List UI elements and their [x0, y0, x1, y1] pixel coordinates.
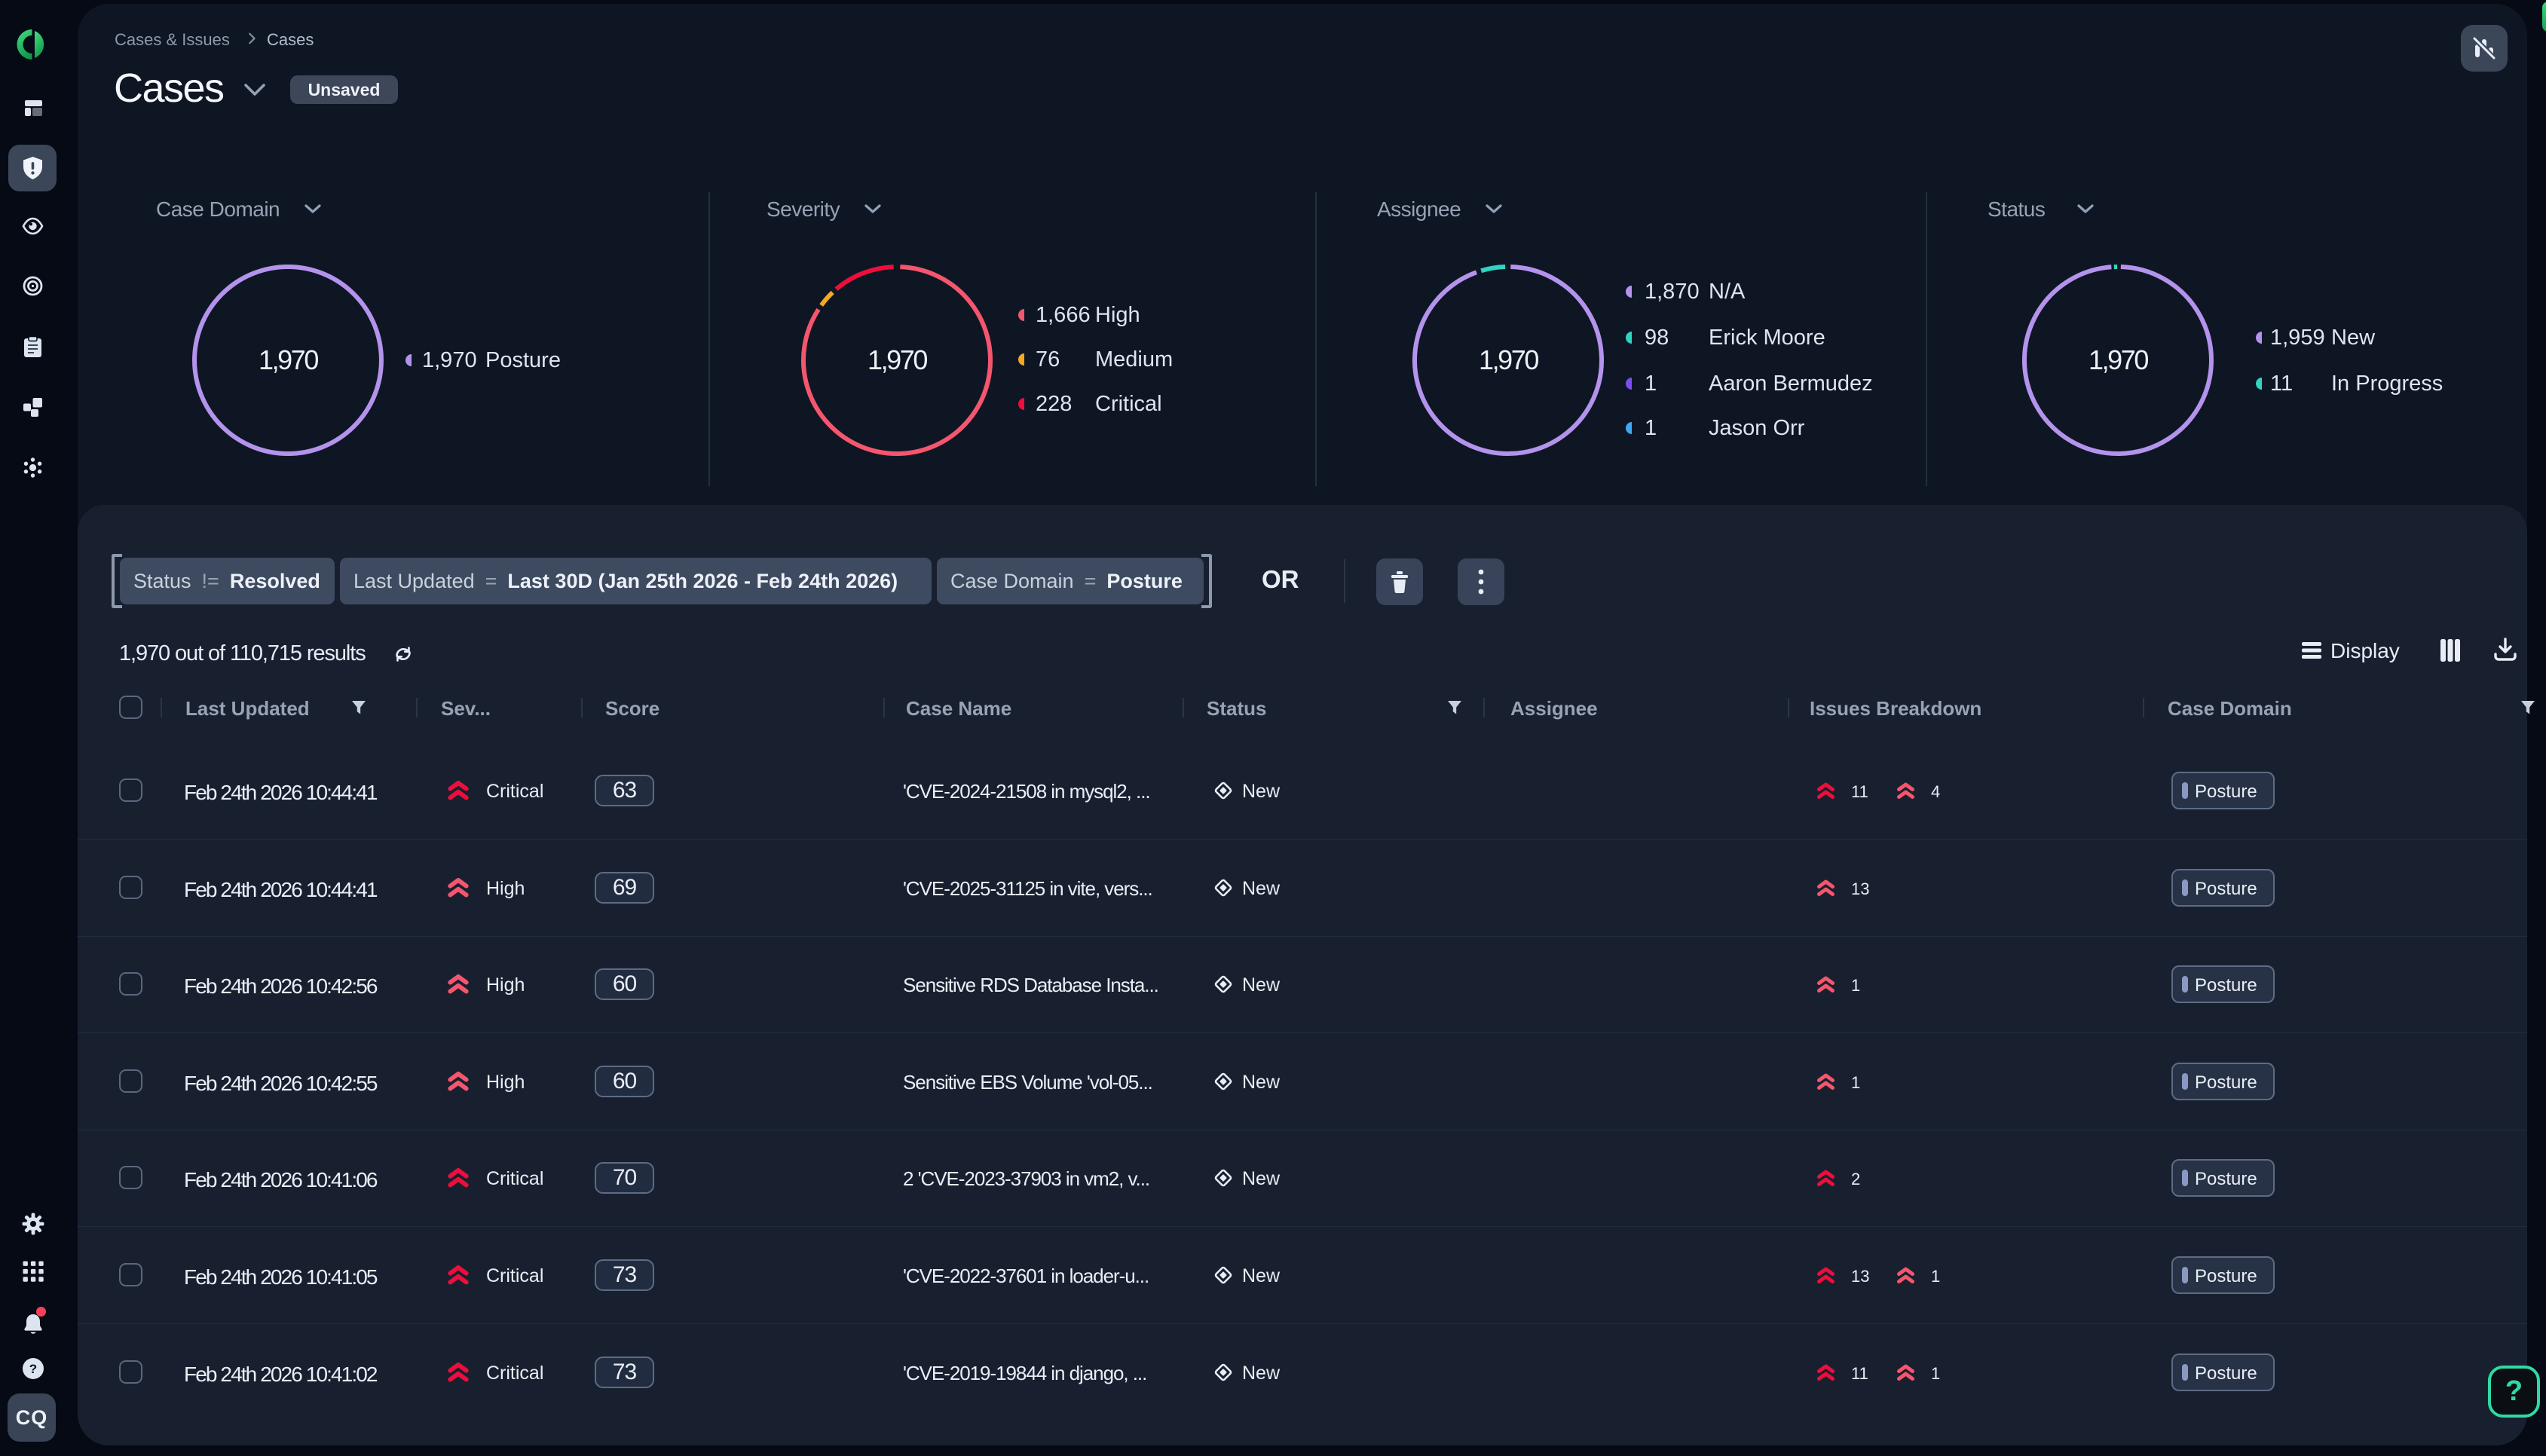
svg-text:?: ? [29, 1362, 37, 1376]
